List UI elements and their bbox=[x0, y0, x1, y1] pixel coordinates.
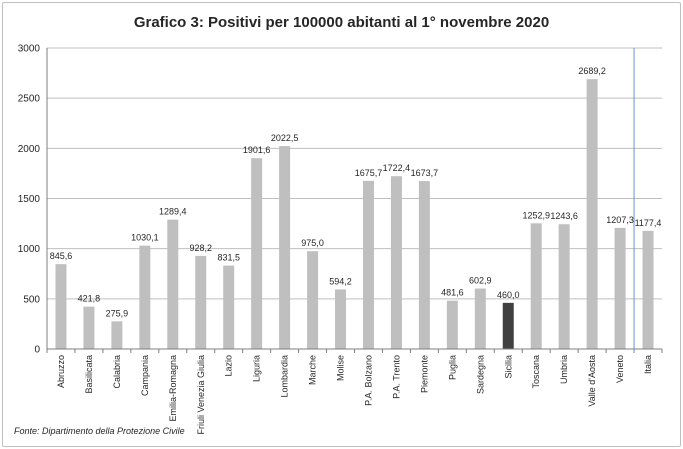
data-label: 1243,6 bbox=[550, 211, 578, 221]
source-note: Fonte: Dipartimento della Protezione Civ… bbox=[14, 426, 185, 436]
x-tick-label: Umbria bbox=[559, 355, 569, 384]
x-tick-label: Emilia-Romagna bbox=[168, 355, 178, 422]
x-tick-label: Calabria bbox=[112, 355, 122, 389]
data-label: 1289,4 bbox=[159, 207, 187, 217]
bar bbox=[530, 223, 542, 349]
bar bbox=[558, 224, 570, 349]
x-tick-label: P.A. Bolzano bbox=[363, 355, 373, 406]
data-label: 594,2 bbox=[329, 276, 352, 286]
y-tick-label: 1500 bbox=[18, 194, 41, 205]
data-label: 1673,7 bbox=[411, 168, 439, 178]
x-tick-label: Friuli Venezia Giulia bbox=[196, 355, 206, 435]
y-tick-label: 2000 bbox=[18, 144, 41, 155]
bar bbox=[55, 264, 67, 349]
x-tick-label: Sicilia bbox=[503, 355, 513, 379]
bar bbox=[586, 79, 598, 350]
x-tick-label: Piemonte bbox=[419, 355, 429, 393]
x-tick-label: Valle d'Aosta bbox=[587, 355, 597, 407]
data-label: 831,5 bbox=[217, 253, 240, 263]
data-label: 1675,7 bbox=[355, 168, 383, 178]
y-tick-label: 1000 bbox=[18, 244, 41, 255]
x-tick-label: Molise bbox=[336, 355, 346, 381]
bar bbox=[446, 300, 458, 349]
bar bbox=[223, 265, 235, 349]
x-tick-label: Italia bbox=[643, 355, 653, 374]
x-tick-label: Marche bbox=[308, 355, 318, 385]
y-tick-label: 2500 bbox=[18, 94, 41, 105]
x-tick-label: Lazio bbox=[224, 355, 234, 377]
bar bbox=[279, 146, 291, 349]
x-tick-label: Puglia bbox=[447, 355, 457, 380]
bar bbox=[502, 302, 514, 349]
data-label: 845,6 bbox=[50, 251, 73, 261]
x-tick-label: Lombardia bbox=[280, 355, 290, 398]
data-label: 2689,2 bbox=[578, 66, 606, 76]
x-tick-label: Abruzzo bbox=[56, 355, 66, 388]
data-label: 481,6 bbox=[441, 288, 464, 298]
data-label: 1207,3 bbox=[606, 215, 634, 225]
bar bbox=[390, 176, 402, 349]
x-tick-label: Basilicata bbox=[84, 355, 94, 394]
bar bbox=[642, 230, 654, 349]
data-label: 928,2 bbox=[189, 243, 212, 253]
x-tick-label: Veneto bbox=[615, 355, 625, 383]
bar bbox=[83, 306, 95, 349]
bar bbox=[335, 289, 347, 349]
bar bbox=[167, 219, 179, 349]
y-tick-label: 500 bbox=[23, 294, 40, 305]
data-label: 1252,9 bbox=[522, 210, 550, 220]
bar bbox=[251, 158, 263, 349]
data-label: 275,9 bbox=[106, 308, 129, 318]
bar bbox=[111, 321, 123, 349]
bar bbox=[362, 180, 374, 349]
y-tick-label: 0 bbox=[34, 345, 40, 356]
bar bbox=[195, 255, 207, 349]
y-tick-label: 3000 bbox=[18, 44, 41, 55]
bar bbox=[307, 251, 319, 349]
x-tick-label: Campania bbox=[140, 355, 150, 396]
data-label: 602,9 bbox=[469, 276, 492, 286]
bar bbox=[474, 288, 486, 349]
chart-title: Grafico 3: Positivi per 100000 abitanti … bbox=[133, 14, 550, 31]
data-label: 460,0 bbox=[497, 290, 520, 300]
x-tick-label: Toscana bbox=[531, 355, 541, 389]
data-label: 1901,6 bbox=[243, 145, 271, 155]
x-tick-label: P.A. Trento bbox=[391, 355, 401, 399]
x-tick-label: Liguria bbox=[252, 355, 262, 382]
data-label: 2022,5 bbox=[271, 133, 299, 143]
data-label: 1177,4 bbox=[635, 218, 662, 228]
bar bbox=[418, 181, 430, 349]
x-tick-label: Sardegna bbox=[475, 355, 485, 394]
data-label: 421,8 bbox=[78, 294, 101, 304]
bar bbox=[139, 245, 151, 349]
data-label: 975,0 bbox=[301, 238, 324, 248]
bar bbox=[614, 227, 626, 349]
data-label: 1722,4 bbox=[383, 163, 411, 173]
data-label: 1030,1 bbox=[131, 233, 159, 243]
